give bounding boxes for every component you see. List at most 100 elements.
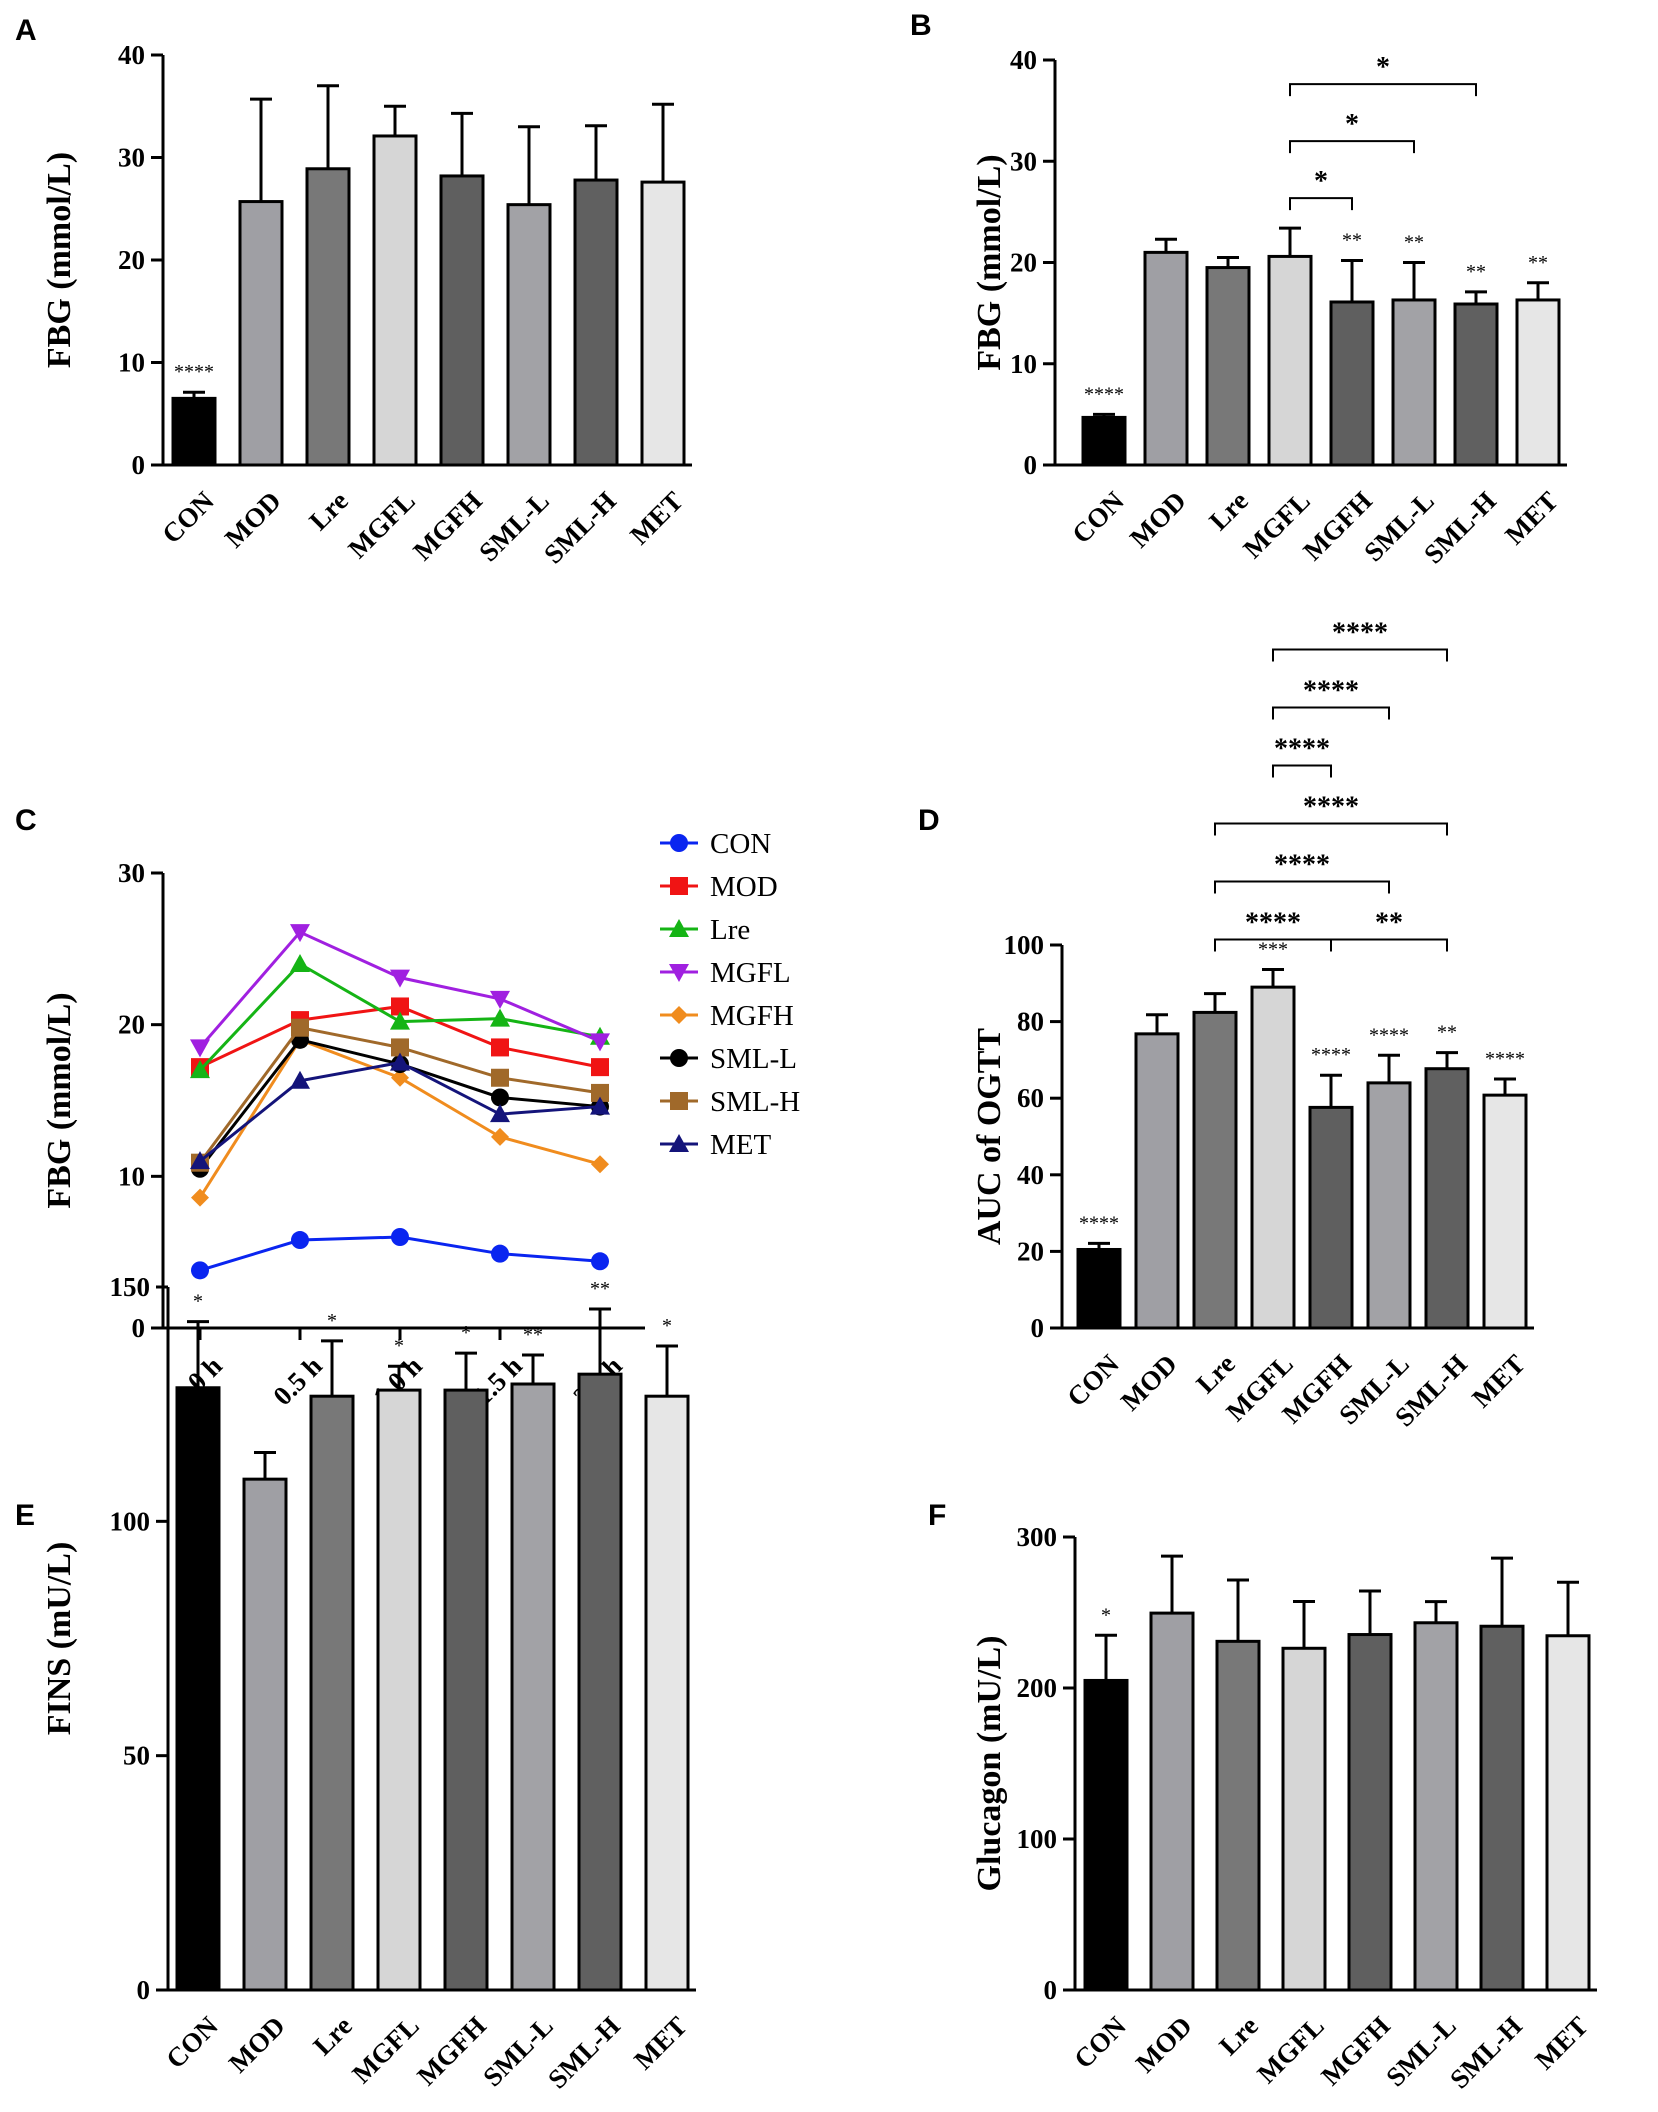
bar-lre	[309, 1394, 355, 1992]
bar-sml-l	[1413, 1621, 1459, 1992]
data-point-mgfl	[190, 1039, 210, 1058]
bracket-line	[1214, 880, 1390, 894]
y-tick-label: 60	[1017, 1083, 1044, 1113]
series-lre	[190, 954, 610, 1079]
y-tick-label: 0	[137, 1975, 151, 2005]
x-tick-label-lre: Lre	[1203, 486, 1254, 537]
y-tick-label: 30	[118, 143, 145, 173]
x-tick-label-con: CON	[1068, 2010, 1132, 2074]
bar-mgfh	[1308, 1105, 1354, 1330]
x-tick-label-con: CON	[1066, 485, 1130, 549]
bar-lre	[305, 167, 351, 467]
comparison-bracket-2: ****	[1214, 850, 1390, 894]
bar-met	[640, 180, 686, 467]
bracket-line	[1214, 822, 1448, 836]
data-point-sml-h	[491, 1068, 509, 1087]
comparison-bracket-4: ****	[1272, 734, 1332, 778]
bar-mod	[242, 1477, 288, 1992]
data-point-lre	[490, 1008, 510, 1027]
sig-marker-mgfl: *	[394, 1335, 404, 1357]
sig-marker-mgfl: ***	[1258, 939, 1288, 961]
bracket-label: ****	[1303, 792, 1359, 823]
legend-label-sml-h: SML-H	[710, 1086, 800, 1118]
x-tick-label-mod: MOD	[219, 486, 287, 554]
data-point-sml-l	[491, 1088, 509, 1107]
bar-mgfh	[439, 174, 485, 467]
x-tick-label-mgfh: MGFH	[411, 2011, 492, 2092]
panel-letter-a: A	[15, 14, 37, 47]
series-mgfl	[190, 924, 610, 1058]
y-tick-label: 300	[1017, 1522, 1058, 1552]
bracket-line	[1272, 648, 1448, 662]
y-tick-label: 0	[132, 450, 146, 480]
y-tick-label: 30	[118, 858, 145, 888]
x-tick-label-mod: MOD	[1124, 486, 1192, 554]
x-tick-label-sml-h: SML-H	[538, 486, 622, 570]
y-axis-label: AUC of OGTT	[971, 1028, 1008, 1246]
legend-marker-mgfl	[669, 964, 689, 982]
bar-con	[1081, 415, 1127, 467]
bar-mgfh	[1329, 300, 1375, 467]
legend-label-mgfl: MGFL	[710, 957, 791, 989]
panel-letter-f: F	[928, 1499, 946, 1532]
y-tick-label: 100	[110, 1506, 151, 1536]
x-tick-label-sml-l: SML-L	[473, 486, 555, 568]
y-tick-label: 20	[1017, 1236, 1044, 1266]
sig-marker-lre: *	[327, 1310, 337, 1332]
bar-sml-h	[573, 178, 619, 467]
x-tick-label-lre: Lre	[1190, 1349, 1241, 1400]
bracket-label: ****	[1332, 618, 1388, 649]
sig-marker-mgfh: ****	[1311, 1044, 1351, 1066]
bar-sml-l	[506, 203, 552, 467]
panel-letter-c: C	[15, 804, 37, 837]
comparison-bracket-3: ****	[1214, 792, 1448, 836]
data-point-lre	[290, 954, 310, 972]
x-tick-label-sml-h: SML-H	[542, 2011, 626, 2095]
data-point-con	[191, 1261, 209, 1280]
bracket-line	[1289, 140, 1415, 154]
y-axis-label: FBG (mmol/L)	[41, 992, 78, 1208]
bar-mod	[1134, 1032, 1180, 1330]
data-point-mgfl	[490, 990, 510, 1009]
x-tick-label-sml-h: SML-H	[1444, 2011, 1528, 2095]
y-axis-label: FBG (mmol/L)	[971, 154, 1008, 370]
bar-met	[1482, 1093, 1528, 1330]
x-tick-label-con: CON	[156, 485, 220, 549]
x-tick-label-mod: MOD	[223, 2011, 291, 2079]
y-tick-label: 40	[1010, 45, 1037, 75]
legend-marker-met	[669, 1134, 689, 1152]
bar-sml-l	[1391, 298, 1437, 467]
y-tick-label: 10	[118, 348, 145, 378]
data-point-met	[390, 1052, 410, 1071]
y-tick-label: 200	[1017, 1673, 1058, 1703]
bar-mgfl	[1281, 1646, 1327, 1992]
bracket-line	[1289, 83, 1477, 97]
bracket-label: *	[1314, 166, 1328, 197]
x-tick-label-lre: Lre	[307, 2011, 358, 2062]
y-tick-label: 10	[1010, 349, 1037, 379]
y-axis-label: FBG (mmol/L)	[41, 152, 78, 368]
panel-letter-d: D	[918, 804, 940, 837]
legend-marker-lre	[669, 919, 689, 937]
y-tick-label: 10	[118, 1161, 145, 1191]
panel-e: E 0 50 100 150 FINS (mU/L) * CON MOD * Lre * MGFL * MG…	[15, 1272, 696, 2094]
data-point-mgfh	[591, 1155, 609, 1174]
bar-met	[644, 1394, 690, 1992]
sig-marker-sml-h: **	[1437, 1022, 1457, 1044]
series-met	[190, 1052, 610, 1170]
data-point-sml-h	[591, 1083, 609, 1102]
legend-marker-mod	[670, 877, 688, 895]
bracket-line	[1272, 706, 1390, 720]
legend-label-mgfh: MGFH	[710, 1000, 794, 1032]
y-tick-label: 100	[1017, 1824, 1058, 1854]
bar-mgfh	[443, 1388, 489, 1992]
data-point-lre	[190, 1060, 210, 1079]
legend-marker-sml-l	[670, 1049, 688, 1067]
data-point-sml-h	[391, 1038, 409, 1057]
x-tick-label-con: CON	[1061, 1348, 1125, 1412]
data-point-mod	[391, 997, 409, 1016]
sig-marker-con: ****	[1084, 383, 1124, 405]
